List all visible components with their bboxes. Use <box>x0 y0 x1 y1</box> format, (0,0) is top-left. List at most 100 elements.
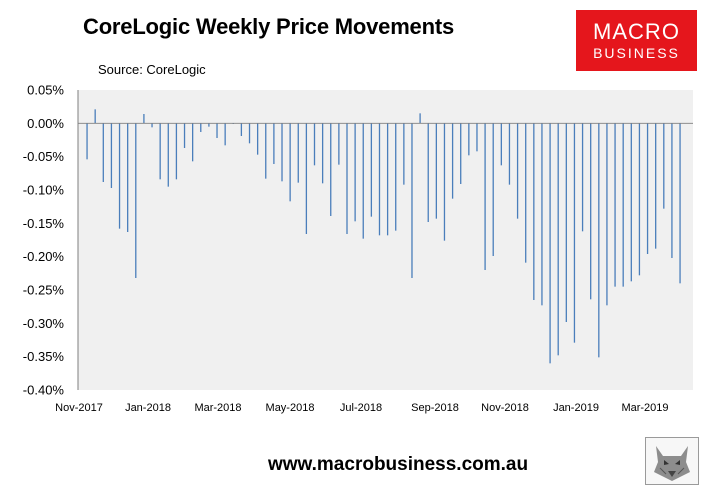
bar <box>565 123 567 322</box>
brand-line-2: BUSINESS <box>593 44 680 61</box>
bar <box>362 123 364 239</box>
bar <box>598 123 600 358</box>
y-tick-label: 0.05% <box>27 83 64 98</box>
bar <box>533 123 535 300</box>
plot-area <box>78 90 693 390</box>
bars-group <box>86 109 681 364</box>
bar <box>354 123 356 222</box>
bar <box>102 123 104 182</box>
x-tick-label: Sep-2018 <box>411 402 459 414</box>
bar <box>321 123 324 184</box>
bar <box>614 123 616 287</box>
chart-source: Source: CoreLogic <box>98 62 206 77</box>
bar <box>590 123 592 300</box>
bar <box>289 123 291 202</box>
bar <box>638 123 641 276</box>
bar <box>671 123 673 258</box>
x-axis: Nov-2017 Jan-2018 Mar-2018 May-2018 Jul-2018… <box>55 402 668 414</box>
bar <box>508 123 511 185</box>
bar <box>118 123 121 229</box>
x-tick-label: Jul-2018 <box>340 402 382 414</box>
bar <box>208 123 210 127</box>
bar <box>427 123 429 222</box>
y-tick-label: -0.15% <box>23 216 65 231</box>
x-tick-label: Jan-2019 <box>553 402 599 414</box>
bar <box>500 123 502 166</box>
bar <box>557 123 559 356</box>
bar <box>175 123 178 180</box>
x-tick-label: Jan-2018 <box>125 402 171 414</box>
bar <box>679 123 681 284</box>
x-tick-label: May-2018 <box>266 402 315 414</box>
bar <box>346 123 348 234</box>
bar <box>630 123 632 282</box>
bar <box>655 123 657 249</box>
y-tick-label: -0.40% <box>23 383 65 398</box>
bar <box>192 123 194 162</box>
bar <box>313 123 316 166</box>
y-tick-label: -0.35% <box>23 349 65 364</box>
bar <box>525 123 527 263</box>
bar <box>435 123 437 219</box>
bar <box>403 123 405 185</box>
bar <box>305 123 308 234</box>
y-axis: 0.05% 0.00% -0.05% -0.10% -0.15% -0.20% -0.25%… <box>23 83 693 398</box>
bar <box>492 123 494 256</box>
bar <box>443 123 446 241</box>
bar <box>451 123 454 199</box>
bar <box>159 123 161 180</box>
bar <box>338 123 340 165</box>
bar <box>476 123 478 152</box>
bar <box>516 123 519 219</box>
x-tick-label: Nov-2018 <box>481 402 529 414</box>
bar <box>151 123 153 128</box>
y-tick-label: -0.05% <box>23 149 65 164</box>
bar <box>240 123 243 136</box>
bar <box>549 123 551 364</box>
x-tick-label: Mar-2018 <box>194 402 241 414</box>
y-tick-label: -0.25% <box>23 283 65 298</box>
bar <box>370 123 373 217</box>
brand-logo: MACRO BUSINESS <box>576 10 697 71</box>
footer-url: www.macrobusiness.com.au <box>268 454 529 475</box>
y-tick-label: 0.00% <box>27 116 64 131</box>
brand-line-1: MACRO <box>593 18 680 44</box>
bar <box>143 114 145 124</box>
bar <box>281 123 283 182</box>
bar <box>248 123 251 144</box>
bar <box>622 123 624 287</box>
bar <box>167 123 169 187</box>
bar <box>468 123 470 156</box>
bar <box>663 123 665 209</box>
bar <box>216 123 218 138</box>
bar <box>200 123 202 132</box>
wolf-logo-icon <box>645 437 699 485</box>
bar <box>86 123 88 160</box>
bar <box>135 123 137 278</box>
bar <box>646 123 649 254</box>
bar <box>573 123 576 343</box>
y-tick-label: -0.10% <box>23 183 65 198</box>
bar <box>183 123 186 148</box>
bar <box>297 123 299 183</box>
x-tick-label: Mar-2019 <box>621 402 668 414</box>
bar <box>378 123 381 236</box>
bar <box>330 123 332 216</box>
bar <box>127 123 129 232</box>
y-tick-label: -0.30% <box>23 316 65 331</box>
bar <box>386 123 389 236</box>
y-tick-label: -0.20% <box>23 249 65 264</box>
bar <box>606 123 608 306</box>
bar <box>110 123 113 188</box>
bar <box>395 123 397 231</box>
bar <box>581 123 584 232</box>
bar <box>419 113 421 124</box>
chart-title: CoreLogic Weekly Price Movements <box>83 14 454 39</box>
x-tick-label: Nov-2017 <box>55 402 103 414</box>
bar <box>411 123 413 278</box>
bar <box>256 123 259 155</box>
bar <box>484 123 486 270</box>
bar <box>541 123 543 306</box>
bar <box>224 123 226 146</box>
